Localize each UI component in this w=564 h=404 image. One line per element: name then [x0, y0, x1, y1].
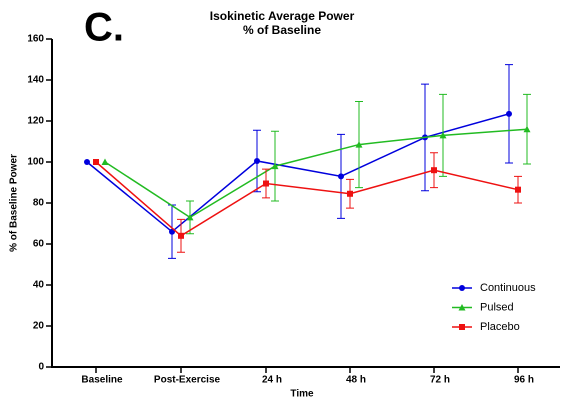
data-point	[523, 125, 531, 133]
data-point	[506, 110, 512, 117]
y-axis-label: % of Baseline Power	[9, 154, 20, 252]
data-point	[178, 232, 184, 239]
chart-title: % of Baseline	[243, 23, 321, 37]
data-point	[271, 162, 279, 170]
legend-label: Pulsed	[480, 301, 514, 313]
data-point	[93, 159, 99, 165]
data-point	[338, 173, 344, 180]
x-axis-label: Time	[290, 389, 314, 400]
y-tick-label: 20	[33, 321, 45, 332]
x-tick-label: 72 h	[430, 375, 450, 386]
y-tick-label: 100	[27, 157, 44, 168]
legend-marker	[459, 285, 465, 291]
y-tick-label: 160	[27, 34, 44, 45]
x-tick-label: Baseline	[81, 375, 123, 386]
data-point	[431, 167, 437, 174]
x-tick-label: 96 h	[514, 375, 534, 386]
legend-label: Continuous	[480, 282, 536, 294]
y-tick-label: 140	[27, 75, 44, 86]
series-line	[104, 128, 528, 219]
y-tick-label: 80	[33, 198, 45, 209]
data-point	[101, 158, 109, 165]
series-line	[95, 161, 519, 237]
data-point	[347, 190, 353, 197]
series-line	[86, 113, 510, 233]
data-point	[439, 131, 447, 139]
data-point	[263, 180, 269, 187]
chart-title: Isokinetic Average Power	[210, 9, 355, 23]
x-tick-label: Post-Exercise	[154, 375, 221, 386]
data-point	[355, 141, 363, 148]
legend-label: Placebo	[480, 321, 520, 333]
y-tick-label: 60	[33, 239, 45, 250]
y-tick-label: 0	[38, 362, 44, 373]
y-tick-label: 40	[33, 280, 45, 291]
legend-marker	[459, 324, 465, 330]
data-point	[186, 213, 194, 221]
legend-marker	[458, 304, 466, 311]
data-point	[254, 157, 260, 164]
y-tick-label: 120	[27, 116, 44, 127]
panel-label: C.	[84, 6, 124, 50]
x-tick-label: 48 h	[346, 375, 366, 386]
x-tick-label: 24 h	[262, 375, 282, 386]
data-point	[515, 186, 521, 193]
data-point	[84, 159, 90, 165]
